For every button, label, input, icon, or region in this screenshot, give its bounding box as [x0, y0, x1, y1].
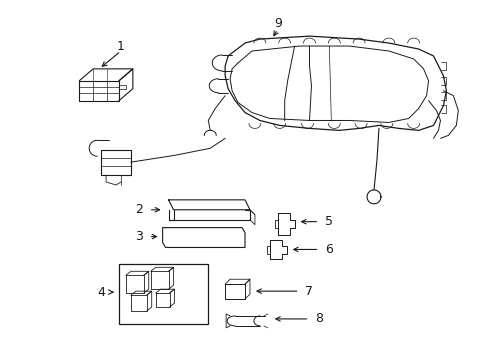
Text: 6: 6: [325, 243, 333, 256]
Text: 2: 2: [135, 203, 142, 216]
Text: 8: 8: [315, 312, 323, 325]
Text: 3: 3: [135, 230, 142, 243]
Text: 1: 1: [117, 40, 124, 53]
Text: 9: 9: [273, 17, 281, 30]
Bar: [119, 264, 208, 324]
Text: 4: 4: [97, 285, 105, 299]
Text: 7: 7: [305, 285, 313, 298]
Text: 5: 5: [325, 215, 333, 228]
